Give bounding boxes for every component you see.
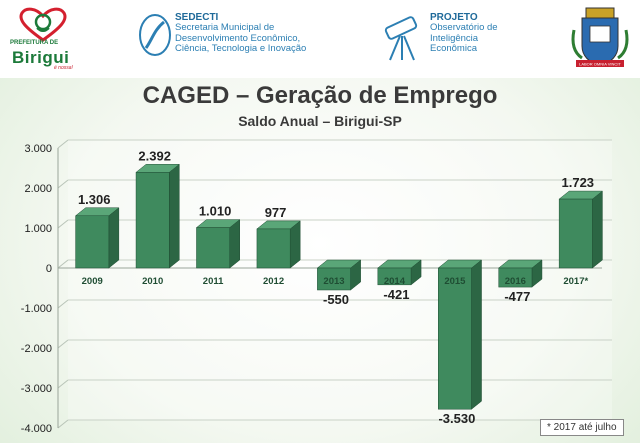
y-tick-label: -1.000: [21, 303, 52, 315]
data-label: 1.723: [562, 175, 595, 190]
grid-diagonal: [57, 339, 69, 349]
grid-diagonal: [57, 259, 69, 269]
chart-title: CAGED – Geração de Emprego: [142, 82, 498, 109]
grid-diagonal: [57, 179, 69, 189]
y-tick-label: -2.000: [21, 343, 52, 355]
x-tick-label: 2014: [384, 276, 406, 287]
projeto-line: Econômica: [430, 43, 477, 54]
data-label: 977: [265, 205, 287, 220]
data-label: 1.306: [78, 192, 111, 207]
y-tick-label: -4.000: [21, 423, 52, 435]
y-tick-label: 2.000: [24, 183, 52, 195]
x-tick-label: 2010: [142, 276, 163, 287]
x-tick-label: 2009: [82, 276, 103, 287]
sedecti-block: SEDECTI Secretaria Municipal de Desenvol…: [175, 12, 306, 55]
data-label: -550: [323, 292, 349, 307]
bar: [196, 227, 230, 269]
x-tick-label: 2017*: [563, 276, 588, 287]
x-tick-label: 2016: [505, 276, 526, 287]
grid-diagonal: [57, 299, 69, 309]
projeto-block: PROJETO Observatório de Inteligência Eco…: [430, 12, 498, 55]
y-tick-label: 0: [46, 263, 52, 275]
bar: [498, 267, 533, 288]
data-label: 1.010: [199, 204, 232, 219]
bar: [377, 267, 412, 286]
data-label: -421: [383, 287, 409, 302]
chart-subtitle: Saldo Anual – Birigui-SP: [238, 113, 402, 129]
x-tick-label: 2013: [323, 276, 344, 287]
footnote: * 2017 até julho: [540, 419, 624, 436]
grid-diagonal: [57, 419, 69, 429]
bar: [135, 172, 170, 269]
bar-side: [108, 207, 120, 269]
brand-name: Birigui: [12, 48, 70, 67]
prefeitura-birigui-logo: PREFEITURA DE Birigui é nossa!: [8, 4, 78, 72]
bar-side: [169, 163, 180, 269]
sedecti-line: Desenvolvimento Econômico,: [175, 32, 301, 44]
y-tick-label: -3.000: [21, 383, 52, 395]
header-bar: [0, 0, 640, 78]
data-label: -3.530: [438, 411, 475, 426]
bar: [75, 215, 110, 269]
grid-diagonal: [57, 139, 69, 149]
bar: [558, 198, 593, 269]
projeto-line: Inteligência: [430, 32, 479, 44]
grid-diagonal: [57, 219, 69, 229]
bar: [438, 267, 472, 410]
sedecti-line: Ciência, Tecnologia e Inovação: [175, 43, 307, 54]
x-tick-label: 2012: [263, 276, 284, 287]
brand-tagline: é nossa!: [54, 65, 73, 71]
data-label: 2.392: [138, 148, 171, 163]
bar-side: [229, 219, 240, 269]
bar: [256, 228, 291, 269]
y-tick-label: 3.000: [24, 143, 52, 155]
prefeitura-label: PREFEITURA DE: [10, 40, 59, 46]
x-tick-label: 2015: [444, 276, 466, 287]
projeto-line: Observatório de: [430, 22, 498, 33]
crest-motto: LABOR OMNIA VINCIT: [579, 62, 621, 67]
bar-side: [471, 259, 482, 410]
telescope-icon: [384, 16, 418, 61]
y-tick-label: 1.000: [24, 223, 52, 235]
heart-logo-icon: [19, 7, 67, 42]
bar-side: [592, 190, 603, 269]
city-crest-icon: LABOR OMNIA VINCIT: [571, 7, 629, 67]
grid-diagonal: [57, 379, 69, 389]
bar: [317, 267, 351, 291]
x-tick-label: 2011: [203, 276, 224, 287]
sedecti-title: SEDECTI: [175, 12, 219, 23]
projeto-title: PROJETO: [430, 12, 478, 23]
data-label: -477: [504, 289, 530, 304]
sedecti-line: Secretaria Municipal de: [175, 22, 275, 33]
sedecti-logo-icon: [139, 14, 171, 56]
